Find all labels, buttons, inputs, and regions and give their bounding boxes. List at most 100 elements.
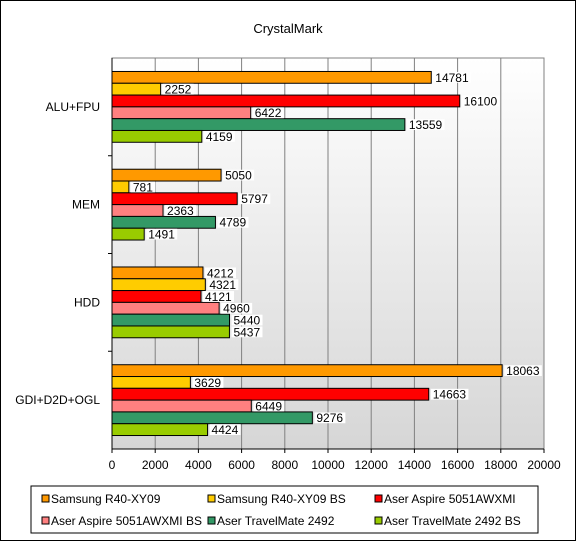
legend-swatch (374, 494, 383, 503)
data-label: 13559 (409, 118, 443, 132)
data-label-bg (217, 216, 249, 228)
data-label-bg (253, 400, 285, 412)
data-label-bg (209, 424, 241, 436)
data-label-bg (130, 181, 156, 193)
data-labels: 14781 2252 16100 6422 13559 4159 5050 781 5797 23… (130, 71, 542, 437)
legend-swatch (41, 494, 50, 503)
data-label: 5437 (233, 325, 260, 339)
data-label-bg (504, 365, 542, 377)
legend-label: Aser TravelMate 2492 BS (384, 514, 521, 528)
chart-title: CrystalMark (253, 21, 323, 36)
bar (111, 290, 202, 303)
data-label: 18063 (506, 364, 540, 378)
bar (111, 106, 252, 120)
x-tick-label: 4000 (185, 458, 212, 472)
data-label: 4159 (206, 130, 233, 144)
bar (111, 118, 406, 131)
data-label-bg (204, 267, 237, 279)
data-label: 14663 (433, 388, 467, 402)
data-label: 4960 (223, 302, 250, 316)
data-label-bg (203, 130, 235, 142)
category-label: ALU+FPU (46, 100, 100, 114)
data-label-bg (231, 314, 263, 326)
data-label-bg (221, 302, 253, 314)
data-label-bg (252, 107, 284, 119)
bar (111, 227, 145, 241)
data-label: 2363 (167, 204, 194, 218)
bar (111, 180, 130, 194)
data-label-bg (406, 119, 445, 130)
bar (111, 94, 461, 108)
data-label: 6449 (255, 399, 282, 413)
legend-label: Aser Aspire 5051AWXMI (384, 492, 516, 506)
bars (111, 70, 503, 437)
legend-swatch (374, 516, 383, 525)
data-label-bg (207, 279, 239, 291)
category-label: GDI+D2D+OGL (15, 393, 100, 407)
x-tick-label: 14000 (398, 458, 432, 472)
bar (111, 411, 313, 425)
x-tick-label: 6000 (228, 458, 255, 472)
data-label-bg (203, 291, 235, 302)
legend-swatch (41, 516, 50, 525)
bar (111, 266, 204, 280)
bar (111, 301, 220, 315)
data-label-bg (192, 377, 224, 388)
data-label-bg (146, 228, 178, 240)
data-label: 4121 (205, 290, 232, 304)
data-label: 5797 (241, 192, 268, 206)
x-tick-label: 18000 (484, 458, 518, 472)
bar (111, 325, 230, 339)
data-label: 3629 (194, 376, 221, 390)
data-label-bg (314, 412, 346, 424)
bar (111, 168, 222, 182)
bar (111, 423, 209, 437)
data-label-bg (223, 169, 255, 181)
bar (111, 192, 238, 206)
data-label-bg (162, 83, 194, 95)
legend-box (30, 485, 539, 534)
x-tick-label: 8000 (271, 458, 298, 472)
bar (111, 376, 191, 389)
bar (111, 82, 162, 96)
legend-label: Aser Aspire 5051AWXMI BS (51, 514, 202, 528)
data-label: 4424 (212, 423, 239, 437)
bar (111, 215, 216, 229)
bar (111, 313, 231, 327)
bar (111, 399, 252, 413)
data-label: 6422 (255, 106, 282, 120)
data-label-bg (239, 193, 271, 205)
bar (111, 204, 164, 217)
bar (111, 364, 503, 378)
x-tick-label: 16000 (441, 458, 475, 472)
data-label: 5050 (225, 169, 252, 183)
data-label: 16100 (464, 94, 498, 108)
legend-swatch (207, 516, 216, 525)
bar (111, 70, 432, 84)
data-label: 781 (133, 180, 153, 194)
x-tick-label: 20000 (527, 458, 561, 472)
legend-label: Samsung R40-XY09 (51, 492, 161, 506)
data-label: 4789 (219, 216, 246, 230)
data-label: 1491 (148, 228, 175, 242)
data-label: 9276 (316, 411, 343, 425)
legend: Samsung R40-XY09 Samsung R40-XY09 BS Aser … (30, 485, 539, 534)
bar (111, 387, 430, 401)
data-label-bg (231, 326, 263, 338)
axes: 0 2000 4000 6000 8000 10000 12000 14000 16000 180… (15, 58, 561, 472)
x-tick-label: 12000 (355, 458, 389, 472)
data-label: 5440 (234, 313, 261, 327)
legend-label: Aser TravelMate 2492 (217, 514, 335, 528)
x-tick-label: 10000 (311, 458, 345, 472)
data-label: 4212 (207, 266, 234, 280)
legend-swatch (207, 494, 216, 503)
data-label: 14781 (435, 71, 469, 85)
data-label-bg (430, 388, 469, 400)
bar (111, 129, 203, 143)
x-tick-label: 0 (109, 458, 116, 472)
data-label: 2252 (165, 83, 192, 97)
data-label-bg (165, 205, 197, 216)
category-label: HDD (74, 295, 100, 309)
category-label: MEM (72, 198, 100, 212)
